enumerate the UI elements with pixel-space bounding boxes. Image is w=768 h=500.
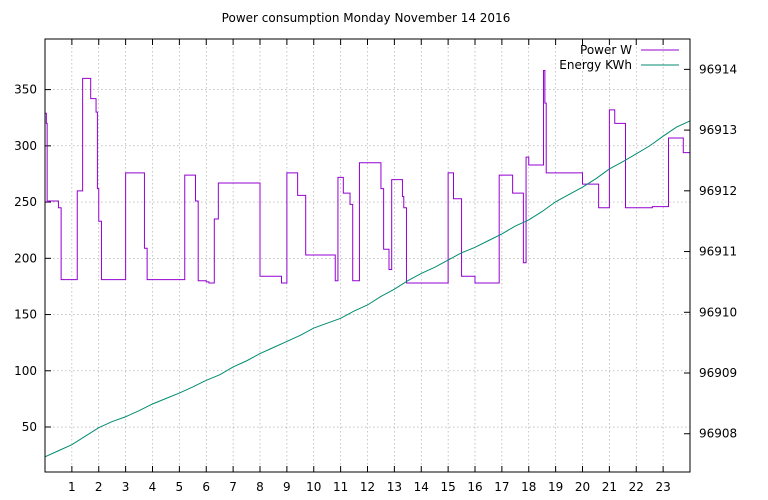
y-tick-label: 150	[14, 308, 37, 322]
x-tick-label: 19	[548, 480, 563, 494]
x-tick-label: 11	[333, 480, 348, 494]
x-tick-label: 9	[283, 480, 291, 494]
y2-tick-label: 96909	[699, 366, 737, 380]
y2-tick-label: 96911	[699, 245, 737, 259]
y2-tick-label: 96913	[699, 123, 737, 137]
y-tick-label: 250	[14, 195, 37, 209]
chart-title: Power consumption Monday November 14 201…	[222, 11, 511, 25]
grid-layer	[45, 39, 690, 472]
x-tick-label: 6	[202, 480, 210, 494]
y2-tick-label: 96908	[699, 427, 737, 441]
axes-layer: 1 2 3 4 5 6 7 8 9 10 11 12 13 14 15 16 17 18 19 20 21 22 23501…	[14, 39, 737, 494]
x-tick-label: 21	[602, 480, 617, 494]
y2-tick-label: 96912	[699, 184, 737, 198]
y-tick-label: 100	[14, 364, 37, 378]
series-line-power-w	[45, 69, 690, 284]
series-layer	[44, 69, 691, 458]
plot-frame	[44, 38, 691, 473]
x-tick-label: 14	[414, 480, 429, 494]
x-tick-label: 22	[629, 480, 644, 494]
series-line-energy-kwh	[44, 120, 691, 458]
x-tick-label: 15	[440, 480, 455, 494]
x-tick-label: 13	[387, 480, 402, 494]
x-tick-label: 3	[122, 480, 130, 494]
x-tick-label: 2	[95, 480, 103, 494]
x-tick-label: 10	[306, 480, 321, 494]
x-tick-label: 5	[176, 480, 184, 494]
x-tick-label: 18	[521, 480, 536, 494]
y-tick-label: 50	[22, 420, 37, 434]
x-tick-label: 7	[229, 480, 237, 494]
legend-label: Energy KWh	[559, 58, 632, 72]
x-tick-label: 23	[655, 480, 670, 494]
x-tick-label: 16	[467, 480, 482, 494]
y2-tick-label: 96914	[699, 62, 737, 76]
y-tick-label: 350	[14, 83, 37, 97]
x-tick-label: 12	[360, 480, 375, 494]
x-tick-label: 17	[494, 480, 509, 494]
x-tick-label: 4	[149, 480, 157, 494]
y-tick-label: 300	[14, 139, 37, 153]
x-tick-label: 20	[575, 480, 590, 494]
legend-label: Power W	[580, 43, 632, 57]
y2-tick-label: 96910	[699, 305, 737, 319]
x-tick-label: 1	[68, 480, 76, 494]
x-tick-label: 8	[256, 480, 264, 494]
y-tick-label: 200	[14, 251, 37, 265]
